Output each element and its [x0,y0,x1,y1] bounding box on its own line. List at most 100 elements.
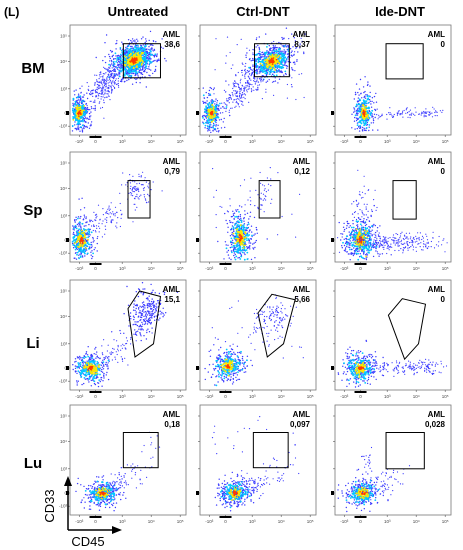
axis-marker [219,516,232,518]
gate-value: 0 [441,40,446,49]
axis-marker [331,366,334,370]
x-tick-label: 10⁵ [177,139,184,144]
axis-marker [219,136,232,138]
y-tick-label: 10³ [60,86,67,91]
axis-marker [66,111,69,115]
x-tick-label: -10³ [205,139,214,144]
gate-value: 0,097 [290,420,311,429]
column-header-ide-dnt: Ide-DNT [375,4,425,19]
y-tick-label: 10⁵ [60,161,67,166]
x-tick-label: 10⁵ [442,394,449,399]
aml-gate [122,43,161,79]
x-tick-label: 10³ [384,519,391,524]
axis-marker [89,516,102,518]
x-tick-label: 10⁴ [148,519,155,524]
x-tick-label: -10³ [340,519,349,524]
x-tick-label: 10⁵ [442,519,449,524]
axis-marker [331,111,334,115]
y-tick-label: 0 [64,491,67,496]
gate-label: AML [163,30,180,39]
axis-marker [196,238,199,242]
aml-gate [254,43,290,78]
axis-marker [66,238,69,242]
axis-marker [354,516,367,518]
gate-label: AML [293,30,310,39]
x-tick-label: 10⁵ [307,519,314,524]
x-tick-label: 0 [224,394,227,399]
y-tick-label: 10⁵ [60,414,67,419]
gate-value: 5,66 [294,295,310,304]
x-tick-label: 10⁵ [307,394,314,399]
x-tick-label: 0 [224,519,227,524]
axis-marker [196,111,199,115]
x-tick-label: 10³ [119,519,126,524]
gate-value: 0 [441,295,446,304]
row-label-lu: Lu [24,455,42,472]
x-tick-label: 10⁵ [177,394,184,399]
plot-frame [334,24,452,136]
axis-marker [354,391,367,393]
y-tick-label: -10³ [59,504,68,509]
gate-label: AML [428,30,445,39]
x-tick-label: 0 [94,394,97,399]
x-tick-label: 10³ [384,139,391,144]
x-tick-label: 0 [359,266,362,271]
x-tick-label: 10³ [119,139,126,144]
gate-value: 0,18 [164,420,180,429]
column-header-ctrl-dnt: Ctrl-DNT [236,4,289,19]
axis-marker [354,263,367,265]
axis-marker [89,136,102,138]
axis-legend: CD33 CD45 [42,476,122,549]
plot-frame [199,404,317,516]
aml-gate [387,298,427,361]
aml-gate [258,180,281,219]
x-tick-label: 10⁴ [413,266,420,271]
y-tick-label: 10⁵ [60,34,67,39]
y-tick-label: -10³ [59,124,68,129]
x-tick-label: -10³ [340,266,349,271]
x-tick-label: 10³ [119,394,126,399]
x-tick-label: -10³ [205,266,214,271]
gate-label: AML [293,157,310,166]
x-tick-label: 10³ [384,394,391,399]
x-tick-label: -10³ [75,394,84,399]
x-tick-label: 10⁵ [442,266,449,271]
gate-label: AML [293,410,310,419]
y-tick-label: 10³ [60,466,67,471]
gate-value: 0,79 [164,167,180,176]
x-tick-label: -10³ [75,266,84,271]
gate-label: AML [428,157,445,166]
x-tick-label: 10⁴ [413,519,420,524]
axis-marker [219,263,232,265]
aml-gate [252,432,289,469]
y-tick-label: 10⁴ [60,59,67,64]
x-tick-label: 10⁴ [278,139,285,144]
x-tick-label: 10³ [384,266,391,271]
x-tick-label: 10⁵ [177,266,184,271]
x-tick-label: 10⁵ [307,266,314,271]
y-axis-label: CD33 [42,489,57,522]
column-header-untreated: Untreated [108,4,169,19]
x-tick-label: 0 [224,139,227,144]
axis-marker [331,238,334,242]
x-tick-label: 10⁴ [278,519,285,524]
axis-marker [354,136,367,138]
x-tick-label: 10⁵ [307,139,314,144]
x-tick-label: -10³ [340,139,349,144]
x-tick-label: 0 [224,266,227,271]
axis-marker [89,263,102,265]
x-tick-label: -10³ [340,394,349,399]
x-tick-label: 10⁴ [413,394,420,399]
aml-gate [392,180,417,220]
panel-label: (L) [4,5,19,19]
gate-value: 15,1 [164,295,180,304]
y-tick-label: 10³ [60,341,67,346]
axis-marker [89,391,102,393]
